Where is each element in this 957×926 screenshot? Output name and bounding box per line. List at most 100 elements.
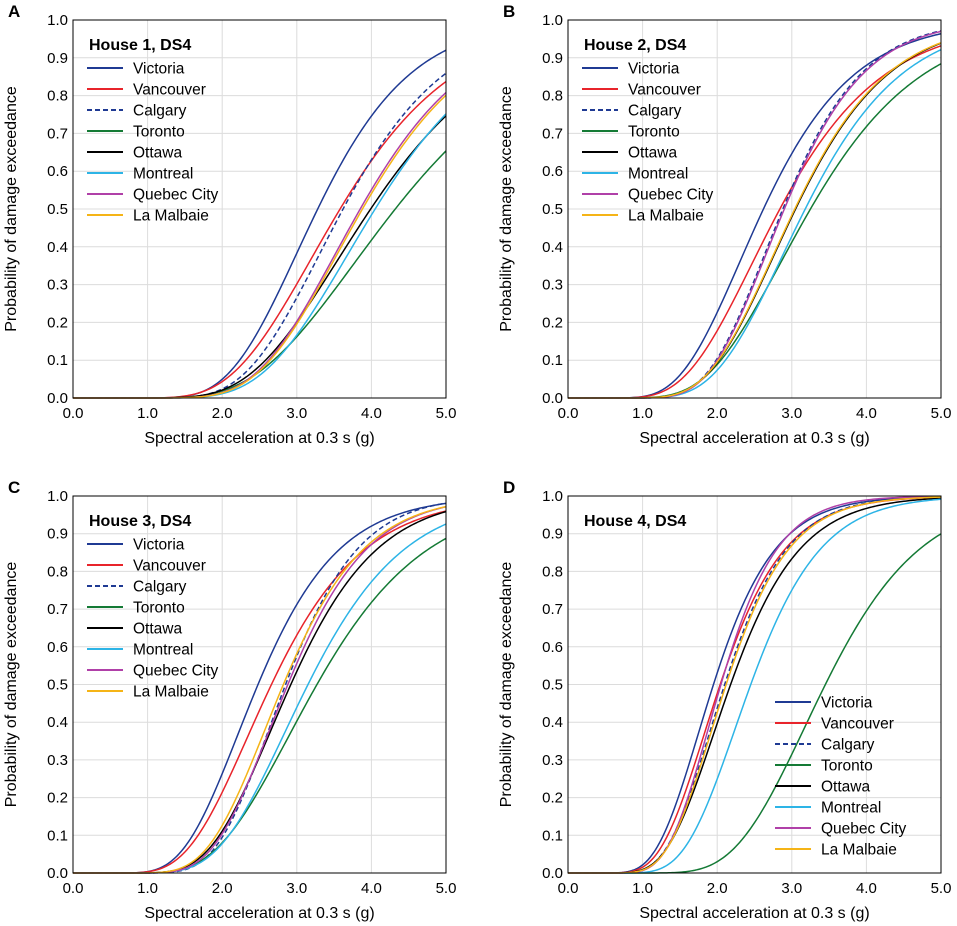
- x-axis-label: Spectral acceleration at 0.3 s (g): [639, 905, 869, 922]
- series-line-la-malbaie: [568, 496, 942, 874]
- y-tick-label: 0.9: [47, 526, 68, 543]
- legend-label-quebec-city: Quebec City: [628, 187, 714, 204]
- plot-frame: [567, 495, 942, 874]
- series-line-vancouver: [568, 496, 942, 874]
- legend-label-ottawa: Ottawa: [133, 145, 182, 162]
- legend-label-toronto: Toronto: [821, 758, 873, 775]
- series-line-montreal: [568, 498, 942, 874]
- y-tick-label: 0.8: [542, 88, 563, 105]
- legend-label-ottawa: Ottawa: [133, 621, 182, 638]
- series-line-calgary: [73, 502, 447, 874]
- legend-label-vancouver: Vancouver: [133, 82, 206, 99]
- x-tick-label: 0.0: [558, 880, 579, 897]
- legend-label-victoria: Victoria: [821, 695, 873, 712]
- series-line-ottawa: [568, 497, 942, 874]
- y-tick-label: 1.0: [47, 488, 68, 505]
- y-tick-label: 0.8: [542, 563, 563, 580]
- y-tick-label: 0.1: [47, 352, 68, 369]
- legend-label-montreal: Montreal: [133, 166, 193, 183]
- y-tick-label: 0.5: [47, 201, 68, 218]
- legend-label-toronto: Toronto: [133, 124, 185, 141]
- legend-label-montreal: Montreal: [133, 642, 193, 659]
- y-tick-label: 0.9: [47, 50, 68, 67]
- y-tick-label: 0.9: [542, 50, 563, 67]
- series-line-calgary: [73, 72, 447, 399]
- y-axis-label: Probability of damage exceedance: [498, 562, 515, 808]
- y-tick-label: 0.5: [542, 677, 563, 694]
- series-lines: [568, 30, 942, 399]
- gridlines: [72, 495, 447, 874]
- legend-label-la-malbaie: La Malbaie: [133, 684, 209, 701]
- panel-title: House 1, DS4: [89, 37, 191, 54]
- plot-frame: [72, 19, 447, 399]
- y-tick-label: 1.0: [47, 12, 68, 29]
- y-tick-label: 0.3: [542, 752, 563, 769]
- y-axis-label: Probability of damage exceedance: [498, 86, 515, 332]
- y-tick-label: 0.3: [542, 277, 563, 294]
- x-tick-label: 4.0: [856, 405, 877, 422]
- series-line-victoria: [73, 49, 447, 399]
- panel-b: B 0.0 1.0 2.0 3.0 4.0 5.0 0.0 0.1 0.2 0.3 0.4 0.5 0.6…: [498, 2, 951, 447]
- y-tick-label: 0.3: [47, 277, 68, 294]
- panel-letter: B: [503, 2, 515, 21]
- plot-frame: [567, 19, 942, 399]
- legend-label-vancouver: Vancouver: [821, 716, 894, 733]
- y-tick-label: 0.7: [542, 601, 563, 618]
- legend-label-victoria: Victoria: [133, 61, 185, 78]
- x-tick-label: 3.0: [286, 405, 307, 422]
- legend-label-ottawa: Ottawa: [628, 145, 677, 162]
- x-tick-label: 2.0: [212, 405, 233, 422]
- x-tick-label: 5.0: [436, 880, 457, 897]
- y-axis-label: Probability of damage exceedance: [3, 86, 20, 332]
- x-axis-label: Spectral acceleration at 0.3 s (g): [639, 430, 869, 447]
- x-tick-label: 3.0: [286, 880, 307, 897]
- legend: Victoria Vancouver Calgary Toronto Ottawa Mon…: [87, 61, 219, 225]
- panel-c: C 0.0 1.0 2.0 3.0 4.0 5.0 0.0 0.1 0.2 0.3 0.4 0.5 0.6…: [3, 478, 456, 922]
- y-tick-label: 1.0: [542, 488, 563, 505]
- legend-label-montreal: Montreal: [821, 800, 881, 817]
- legend-label-ottawa: Ottawa: [821, 779, 870, 796]
- series-line-vancouver: [73, 80, 447, 399]
- series-line-quebec-city: [73, 91, 447, 399]
- x-tick-label: 1.0: [137, 405, 158, 422]
- x-axis-label: Spectral acceleration at 0.3 s (g): [144, 905, 374, 922]
- plot-frame: [72, 495, 447, 874]
- x-tick-label: 3.0: [781, 880, 802, 897]
- panel-d: D 0.0 1.0 2.0 3.0 4.0 5.0 0.0 0.1 0.2 0.3 0.4 0.5 0.6…: [498, 478, 951, 922]
- y-tick-label: 0.9: [542, 526, 563, 543]
- y-tick-label: 0.4: [47, 239, 68, 256]
- y-tick-label: 0.6: [542, 163, 563, 180]
- x-tick-label: 2.0: [212, 880, 233, 897]
- x-axis-label: Spectral acceleration at 0.3 s (g): [144, 430, 374, 447]
- y-tick-label: 0.3: [47, 752, 68, 769]
- panel-a: A 0.0 1.0 2.0 3.0 4.0 5.0 0.0 0.1 0.2 0.3 0.4 0.5 0.6…: [3, 2, 456, 447]
- y-tick-label: 0.2: [542, 790, 563, 807]
- series-line-ottawa: [568, 42, 942, 399]
- legend-label-la-malbaie: La Malbaie: [628, 208, 704, 225]
- panel-letter: C: [8, 478, 20, 497]
- y-tick-label: 0.4: [542, 239, 563, 256]
- series-line-toronto: [568, 63, 942, 399]
- x-tick-label: 0.0: [558, 405, 579, 422]
- x-tick-label: 0.0: [63, 880, 84, 897]
- series-line-calgary: [568, 30, 942, 399]
- panel-title: House 4, DS4: [584, 513, 686, 530]
- y-tick-label: 0.1: [542, 827, 563, 844]
- x-tick-label: 2.0: [707, 880, 728, 897]
- y-tick-label: 1.0: [542, 12, 563, 29]
- legend-label-calgary: Calgary: [821, 737, 875, 754]
- series-line-ottawa: [73, 510, 447, 874]
- x-tick-label: 3.0: [781, 405, 802, 422]
- y-tick-label: 0.5: [542, 201, 563, 218]
- legend: Victoria Vancouver Calgary Toronto Ottawa Mon…: [582, 61, 714, 225]
- y-tick-label: 0.0: [47, 390, 68, 407]
- legend-label-montreal: Montreal: [628, 166, 688, 183]
- y-tick-label: 0.7: [47, 125, 68, 142]
- x-tick-label: 5.0: [931, 880, 952, 897]
- series-line-quebec-city: [568, 30, 942, 399]
- y-tick-label: 0.0: [47, 865, 68, 882]
- y-axis-label: Probability of damage exceedance: [3, 562, 20, 808]
- y-tick-label: 0.8: [47, 563, 68, 580]
- legend-label-victoria: Victoria: [133, 537, 185, 554]
